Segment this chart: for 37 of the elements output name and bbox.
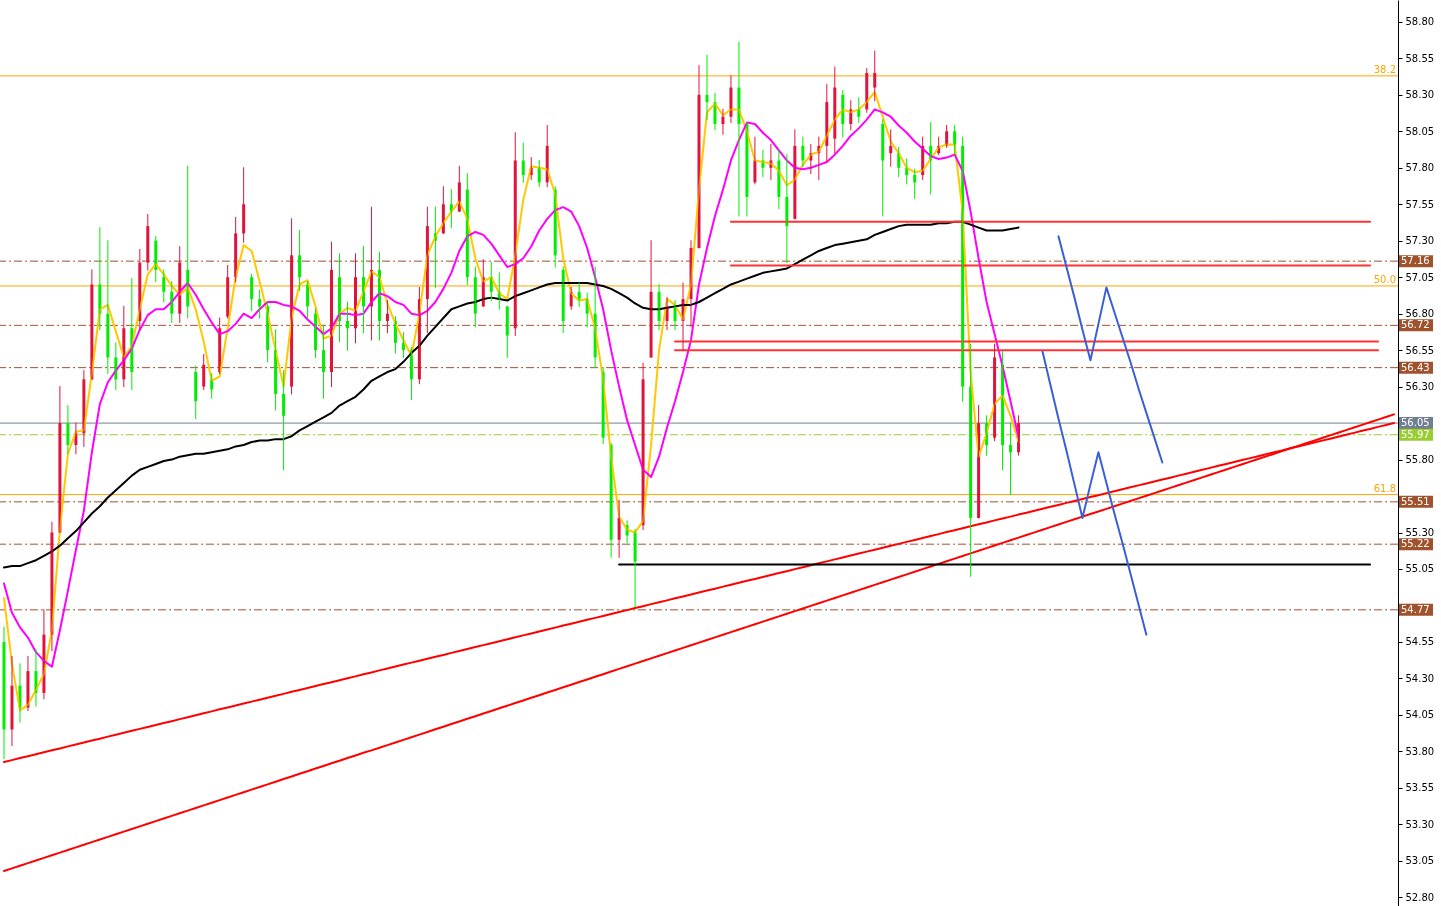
line-series: [2, 413, 1396, 872]
y-tick-label: 58.80: [1405, 16, 1435, 28]
y-tick-label: 57.05: [1405, 271, 1435, 283]
y-tick-label: 56.55: [1405, 344, 1435, 356]
line-series: [1057, 235, 1164, 464]
ref-line-label: 54.77: [1401, 603, 1430, 615]
y-tick-label: 54.30: [1405, 672, 1435, 684]
ref-line-label: 55.51: [1401, 495, 1430, 507]
y-tick-label: 57.55: [1405, 198, 1435, 210]
y-tick-label: 55.05: [1405, 563, 1435, 575]
y-tick-label: 56.80: [1405, 308, 1435, 320]
annotation: 61.8: [1373, 482, 1396, 494]
y-tick-label: 54.55: [1405, 636, 1435, 648]
annotation: 50.0: [1373, 273, 1396, 285]
y-tick-label: 58.55: [1405, 52, 1435, 64]
y-tick-label: 53.80: [1405, 745, 1435, 757]
y-tick-label: 52.80: [1405, 891, 1435, 903]
y-tick-label: 56.30: [1405, 381, 1435, 393]
ref-line-label: 56.72: [1401, 319, 1430, 331]
y-tick-label: 53.30: [1405, 818, 1435, 830]
y-tick-label: 58.30: [1405, 89, 1435, 101]
annotation: 38.2: [1373, 63, 1396, 75]
y-tick-label: 54.05: [1405, 709, 1435, 721]
y-tick-label: 57.80: [1405, 162, 1435, 174]
y-tick-label: 55.80: [1405, 454, 1435, 466]
line-series: [2, 220, 1020, 569]
y-tick-label: 57.30: [1405, 235, 1435, 247]
ref-line-label: 55.22: [1401, 538, 1430, 550]
y-tick-label: 58.05: [1405, 125, 1435, 137]
ref-line-label: 57.16: [1401, 255, 1430, 267]
y-tick-label: 53.55: [1405, 782, 1435, 794]
line-series: [1041, 350, 1148, 636]
ref-line-label: 55.97: [1401, 428, 1430, 440]
y-tick-label: 55.30: [1405, 527, 1435, 539]
ref-line-label: 56.43: [1401, 361, 1430, 373]
y-tick-label: 53.05: [1405, 855, 1435, 867]
ref-line-label: 56.05: [1401, 417, 1430, 429]
